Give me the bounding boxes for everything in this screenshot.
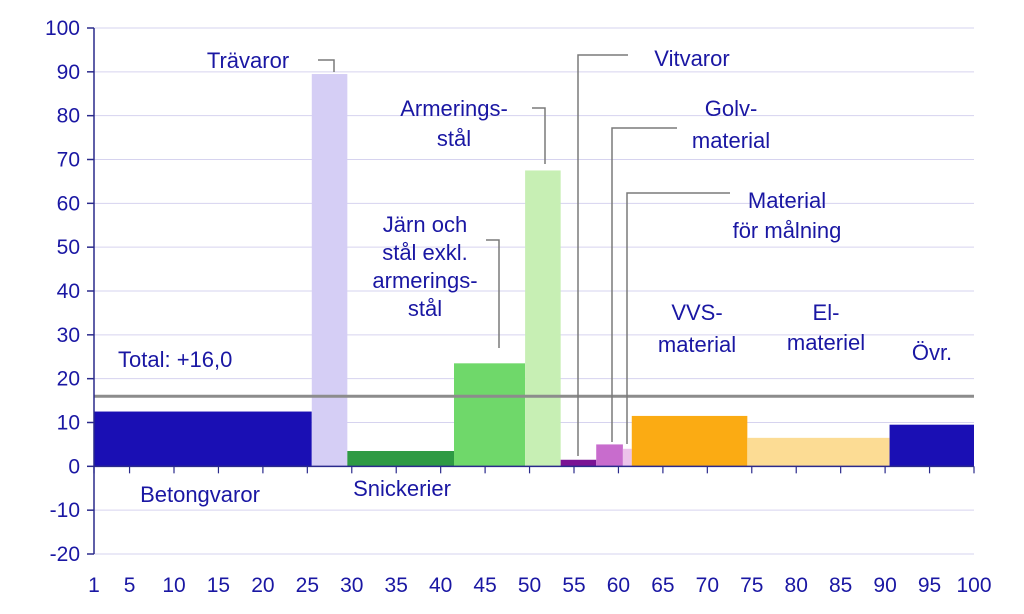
y-tick-label: 20 xyxy=(57,368,80,391)
leader-line-travaror xyxy=(318,60,334,72)
x-tick-label: 75 xyxy=(740,574,763,597)
y-tick-label: 90 xyxy=(57,61,80,84)
bar xyxy=(747,438,889,466)
category-label: material xyxy=(692,128,770,153)
bar xyxy=(454,363,525,466)
bar xyxy=(623,449,632,467)
x-tick-label: 85 xyxy=(829,574,852,597)
bar xyxy=(561,460,597,467)
x-tick-label: 10 xyxy=(162,574,185,597)
y-tick-label: 0 xyxy=(68,455,80,478)
category-label: El- xyxy=(813,300,840,325)
x-tick-label: 70 xyxy=(696,574,719,597)
category-label: Material xyxy=(748,188,826,213)
x-tick-label: 60 xyxy=(607,574,630,597)
category-label: Armerings- xyxy=(400,96,508,121)
bar xyxy=(632,416,748,466)
y-tick-label: -20 xyxy=(50,543,80,566)
y-tick-label: 30 xyxy=(57,324,80,347)
y-tick-label: 60 xyxy=(57,192,80,215)
x-tick-label: 65 xyxy=(651,574,674,597)
y-tick-label: 80 xyxy=(57,105,80,128)
bar xyxy=(312,74,348,466)
x-tick-label: 20 xyxy=(251,574,274,597)
y-tick-label: 40 xyxy=(57,280,80,303)
x-tick-label: 90 xyxy=(873,574,896,597)
y-tick-label: -10 xyxy=(50,499,80,522)
x-tick-label: 25 xyxy=(296,574,319,597)
x-tick-label: 50 xyxy=(518,574,541,597)
category-label: Övr. xyxy=(912,340,952,365)
category-label: armerings- xyxy=(372,268,477,293)
category-label: stål xyxy=(437,126,471,151)
category-label: Snickerier xyxy=(353,476,451,501)
x-tick-label: 95 xyxy=(918,574,941,597)
x-tick-label: 45 xyxy=(473,574,496,597)
leader-line-armering xyxy=(532,108,545,164)
x-tick-label: 100 xyxy=(956,574,991,597)
bar xyxy=(94,412,312,467)
leader-line-jarn xyxy=(486,240,499,348)
y-tick-label: 100 xyxy=(45,17,80,40)
category-label: Trävaror xyxy=(207,48,289,73)
category-label: Vitvaror xyxy=(654,46,729,71)
bar-layer xyxy=(94,74,974,466)
x-tick-label: 15 xyxy=(207,574,230,597)
x-tick-label: 55 xyxy=(562,574,585,597)
bar xyxy=(525,170,561,466)
bar xyxy=(596,444,623,466)
y-tick-label: 70 xyxy=(57,149,80,172)
y-tick-label: 50 xyxy=(57,236,80,259)
x-tick-label: 80 xyxy=(785,574,808,597)
x-tick-label: 40 xyxy=(429,574,452,597)
category-label: VVS- xyxy=(671,300,722,325)
bar xyxy=(890,425,974,467)
x-tick-label: 35 xyxy=(385,574,408,597)
x-tick-label: 1 xyxy=(88,574,100,597)
category-label: Betongvaror xyxy=(140,482,260,507)
x-tick-label: 30 xyxy=(340,574,363,597)
category-label: stål xyxy=(408,296,442,321)
y-tick-label: 10 xyxy=(57,412,80,435)
category-label: för målning xyxy=(733,218,842,243)
total-label: Total: +16,0 xyxy=(118,347,232,372)
x-tick-label: 5 xyxy=(124,574,136,597)
category-label: material xyxy=(658,332,736,357)
category-label: materiel xyxy=(787,330,865,355)
category-label: Golv- xyxy=(705,96,758,121)
category-label: stål exkl. xyxy=(382,240,468,265)
bar xyxy=(347,451,454,466)
category-label: Järn och xyxy=(383,212,467,237)
